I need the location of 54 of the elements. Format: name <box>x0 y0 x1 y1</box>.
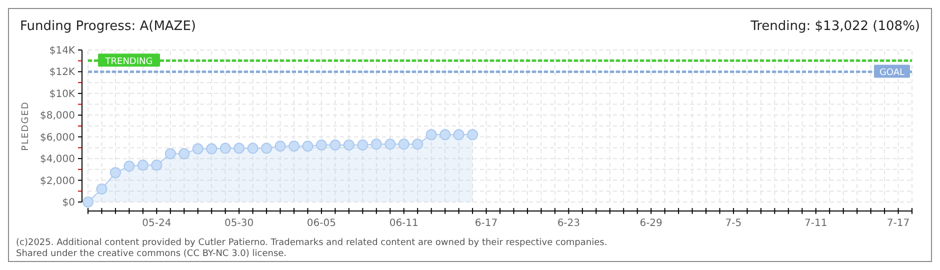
y-tick-label: $14K <box>49 46 76 56</box>
x-tick-label: 06-05 <box>306 218 336 229</box>
y-axis-title: PLEDGED <box>21 101 31 151</box>
point <box>137 160 148 171</box>
point <box>206 143 218 154</box>
x-tick-label: 6-23 <box>557 218 580 229</box>
y-tick-label: $0 <box>62 198 75 208</box>
point <box>110 167 121 178</box>
point <box>274 140 286 152</box>
x-tick-label: 6-29 <box>640 218 662 229</box>
point <box>440 129 451 140</box>
point <box>178 148 190 160</box>
text: Shared under the creative commons (CC BY-NC 3.0) license. <box>16 249 287 259</box>
point <box>96 183 108 194</box>
point <box>467 129 478 140</box>
y-tick-label: $8,000 <box>40 110 75 122</box>
point <box>288 140 300 152</box>
ref-line-label: TRENDING <box>104 57 153 68</box>
point <box>220 142 231 154</box>
chart-subtitle: Trending: $13,022 (108%) <box>750 19 920 34</box>
x-tick-label: 06-11 <box>389 218 418 229</box>
x-tick-label: 05-30 <box>224 218 254 229</box>
y-tick-label: $2,000 <box>40 176 75 187</box>
y-tick-label: $10K <box>49 88 76 100</box>
point <box>453 129 464 140</box>
point <box>330 140 341 150</box>
point <box>412 138 424 150</box>
x-tick-label: 6-17 <box>474 218 498 229</box>
point <box>192 143 204 154</box>
point <box>398 138 410 150</box>
ref-line-label: GOAL <box>879 68 905 78</box>
point <box>261 142 272 154</box>
point <box>234 142 245 154</box>
x-tick-label: 05-24 <box>142 218 172 229</box>
y-tick-label: $4,000 <box>40 154 75 166</box>
point <box>316 140 327 150</box>
chart-title: Funding Progress: A(MAZE) <box>20 19 196 34</box>
x-tick-label: 7-17 <box>886 218 910 229</box>
x-tick-label: 7-11 <box>804 218 828 229</box>
point <box>426 129 437 140</box>
point <box>247 142 258 154</box>
point <box>302 140 314 152</box>
y-tick-label: $6,000 <box>40 132 75 144</box>
point <box>343 140 354 150</box>
point <box>370 138 382 150</box>
x-tick-label: 7-5 <box>725 218 742 229</box>
point <box>164 148 176 160</box>
point <box>124 160 135 172</box>
point <box>151 160 162 171</box>
y-tick-label: $12K <box>49 67 76 78</box>
text: (c)2025. Additional content provided by Cutler Patierno. Trademarks and related content are owned by their respective companies. <box>16 238 608 248</box>
point <box>82 196 94 208</box>
point <box>357 140 368 150</box>
point <box>384 138 396 150</box>
